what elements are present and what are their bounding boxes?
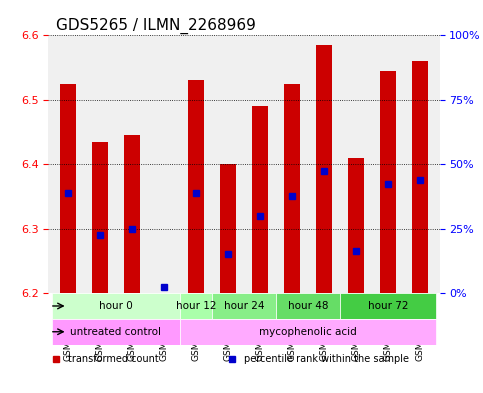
Text: percentile rank within the sample: percentile rank within the sample bbox=[244, 354, 409, 364]
Bar bbox=[284, 84, 300, 293]
FancyBboxPatch shape bbox=[52, 293, 180, 319]
Bar bbox=[412, 61, 428, 293]
Bar bbox=[59, 84, 75, 293]
Bar bbox=[220, 164, 236, 293]
FancyBboxPatch shape bbox=[180, 293, 212, 319]
Bar bbox=[380, 71, 396, 293]
Bar bbox=[252, 106, 268, 293]
Text: mycophenolic acid: mycophenolic acid bbox=[259, 327, 357, 337]
FancyBboxPatch shape bbox=[276, 293, 340, 319]
Text: untreated control: untreated control bbox=[70, 327, 161, 337]
FancyBboxPatch shape bbox=[340, 293, 436, 319]
Text: hour 48: hour 48 bbox=[288, 301, 328, 311]
FancyBboxPatch shape bbox=[180, 319, 436, 345]
FancyBboxPatch shape bbox=[52, 319, 180, 345]
Bar bbox=[92, 142, 108, 293]
Text: hour 12: hour 12 bbox=[175, 301, 216, 311]
Bar bbox=[188, 81, 204, 293]
Text: hour 24: hour 24 bbox=[224, 301, 264, 311]
Text: transformed count: transformed count bbox=[68, 354, 158, 364]
Text: GDS5265 / ILMN_2268969: GDS5265 / ILMN_2268969 bbox=[56, 18, 256, 34]
Bar bbox=[348, 158, 364, 293]
FancyBboxPatch shape bbox=[212, 293, 276, 319]
Text: hour 72: hour 72 bbox=[368, 301, 409, 311]
Bar bbox=[124, 135, 140, 293]
Text: hour 0: hour 0 bbox=[99, 301, 132, 311]
Bar bbox=[316, 45, 332, 293]
